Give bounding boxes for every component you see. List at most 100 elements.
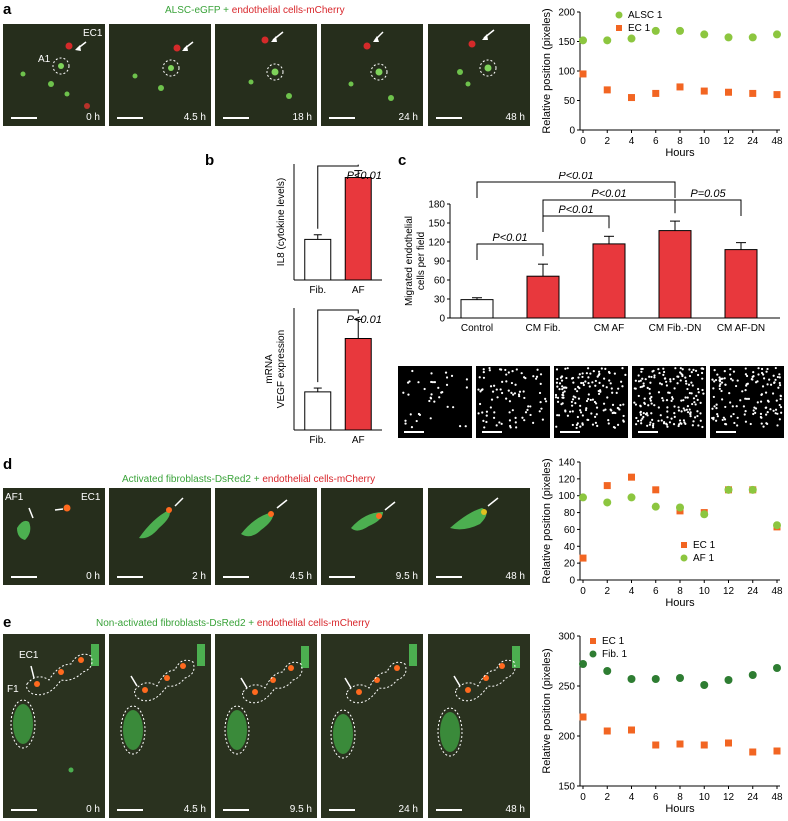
migrated-cell-dot xyxy=(732,412,735,416)
timepoint-label: 24 h xyxy=(398,112,418,123)
migrated-cell-dot xyxy=(724,405,727,409)
migrated-cell-dot xyxy=(493,411,496,414)
migrated-cell-dot xyxy=(566,414,570,417)
migrated-cell-dot xyxy=(430,372,433,375)
data-point xyxy=(628,94,635,102)
migrated-cell-dot xyxy=(522,390,525,393)
migrated-cell-dot xyxy=(611,403,615,406)
migrated-cell-dot xyxy=(695,394,698,398)
migrated-cell-dot xyxy=(585,399,589,403)
data-point xyxy=(773,664,781,672)
migrated-cell-dot xyxy=(696,410,699,413)
migrated-cell-dot xyxy=(514,421,517,424)
migrated-cell-dot xyxy=(672,423,676,426)
migrated-cell-dot xyxy=(651,418,654,421)
migrated-cell-dot xyxy=(684,376,687,379)
x-tick-label: 2 xyxy=(604,586,610,597)
migrated-cell-dot xyxy=(558,388,561,391)
migrated-cell-dot xyxy=(760,422,763,425)
migrated-cell-dot xyxy=(673,387,676,390)
migrated-cell-dot xyxy=(662,422,666,425)
timepoint-label: 18 h xyxy=(292,112,312,123)
migrated-cell-dot xyxy=(679,367,682,370)
scale-bar xyxy=(404,431,424,433)
micrograph-e-0: EC1 F1 0 h xyxy=(3,634,105,818)
migrated-cell-dot xyxy=(680,399,683,402)
migrated-cell-dot xyxy=(778,376,781,379)
migrated-cell-dot xyxy=(778,384,782,387)
migrated-cell-dot xyxy=(745,384,748,387)
migrated-cell-dot xyxy=(622,403,625,406)
migrated-cell-dot xyxy=(445,383,449,386)
migrated-cell-dot xyxy=(556,414,559,417)
migrated-cell-dot xyxy=(539,382,542,385)
legend-label: EC 1 xyxy=(602,636,625,647)
migrated-cell-dot xyxy=(600,367,603,370)
migrated-cell-dot xyxy=(729,373,732,376)
migrated-cell-dot xyxy=(759,400,763,403)
migrated-cell-dot xyxy=(604,408,607,411)
migrated-cell-dot xyxy=(657,367,660,371)
data-point xyxy=(676,740,684,748)
migrated-cell-dot xyxy=(635,416,638,420)
micrograph-e-4-cells xyxy=(437,646,520,757)
micrograph-e-1: 4.5 h xyxy=(109,634,211,818)
migrated-cell-dot xyxy=(556,385,559,388)
micrograph-a-4: 48 h xyxy=(428,24,530,126)
migrated-cell-dot xyxy=(482,376,486,379)
p-value-label: P<0.01 xyxy=(347,170,382,182)
micrograph-d-2-cells xyxy=(241,499,288,537)
migrated-cell-dot xyxy=(658,371,661,375)
cell-label-af1: AF1 xyxy=(5,492,24,503)
scale-bar xyxy=(117,809,143,811)
category-label: Fib. xyxy=(309,285,326,296)
migrated-cell-dot xyxy=(774,408,778,411)
category-label: CM Fib.-DN xyxy=(649,323,702,334)
migrated-cell-dot xyxy=(765,370,768,373)
migration-image-cm-fib-dots xyxy=(477,366,548,429)
migrated-cell-dot xyxy=(609,408,612,411)
data-point xyxy=(773,747,781,755)
x-axis-label: Hours xyxy=(665,597,695,609)
migrated-cell-dot xyxy=(423,387,426,391)
migrated-cell-dot xyxy=(637,394,640,398)
caption-a: ALSC-eGFP + endothelial cells-mCherry xyxy=(165,5,345,16)
migrated-cell-dot xyxy=(676,382,679,385)
migrated-cell-dot xyxy=(771,392,775,395)
y-axis-label: Relative position (pixeles) xyxy=(541,648,553,773)
micrograph-a-2-cells xyxy=(248,31,292,99)
migrated-cell-dot xyxy=(591,398,595,401)
migrated-cell-dot xyxy=(641,417,644,420)
migrated-cell-dot xyxy=(752,409,755,412)
timepoint-label: 4.5 h xyxy=(289,571,312,582)
migrated-cell-dot xyxy=(639,419,643,422)
migrated-cell-dot xyxy=(489,385,493,388)
micrograph-a-2: 18 h xyxy=(215,24,317,126)
migrated-cell-dot xyxy=(532,421,535,424)
migrated-cell-dot xyxy=(594,421,598,424)
migrated-cell-dot xyxy=(741,390,744,393)
migrated-cell-dot xyxy=(713,405,716,408)
migrated-cell-dot xyxy=(720,389,723,393)
migrated-cell-dot xyxy=(700,371,704,375)
micrograph-a-3: 24 h xyxy=(321,24,423,126)
migrated-cell-dot xyxy=(536,368,539,371)
legend-marker xyxy=(616,25,622,31)
migrated-cell-dot xyxy=(544,400,548,403)
migrated-cell-dot xyxy=(684,396,687,399)
significance-bracket xyxy=(317,309,359,383)
migrated-cell-dot xyxy=(724,383,727,386)
migration-image-cm-fib-dn xyxy=(632,366,706,438)
migrated-cell-dot xyxy=(754,411,757,414)
data-point xyxy=(700,681,709,689)
y-tick-label: 60 xyxy=(434,276,446,287)
migrated-cell-dot xyxy=(673,405,676,408)
p-value-label: P<0.01 xyxy=(558,204,593,216)
data-point xyxy=(579,493,587,502)
migrated-cell-dot xyxy=(714,378,718,382)
migrated-cell-dot xyxy=(762,425,765,428)
migrated-cell-dot xyxy=(591,423,595,426)
migrated-cell-dot xyxy=(446,405,449,408)
migrated-cell-dot xyxy=(490,398,494,401)
migrated-cell-dot xyxy=(500,422,503,425)
